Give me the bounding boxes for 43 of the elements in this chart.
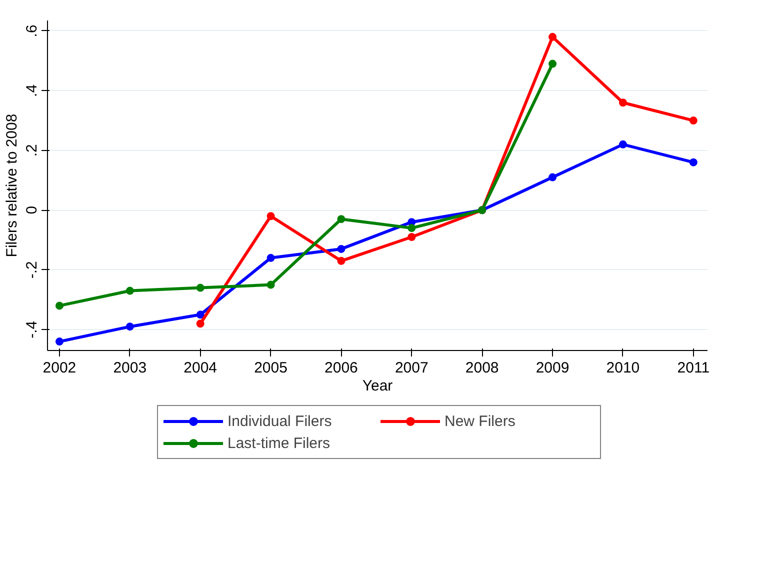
x-tick-label: 2005	[254, 360, 288, 376]
point	[55, 302, 64, 310]
legend-label: New Filers	[444, 412, 516, 430]
point	[548, 173, 557, 182]
x-tick-label: 2011	[677, 360, 710, 376]
x-tick-label: 2007	[394, 360, 428, 376]
point	[266, 280, 275, 289]
x-tick-label: 2010	[606, 360, 640, 376]
y-tick-label: .4	[24, 84, 40, 97]
point	[126, 322, 134, 331]
point	[266, 212, 275, 220]
x-tick-label: 2006	[324, 360, 358, 376]
legend-label: Individual Filers	[228, 412, 333, 430]
point	[55, 338, 64, 346]
point	[196, 284, 204, 292]
y-tick-label: 0	[24, 206, 40, 214]
y-tick-label: .2	[24, 144, 40, 157]
x-tick-label: 2008	[465, 360, 499, 376]
point	[689, 158, 698, 166]
point	[408, 233, 416, 242]
y-tick-label: -.2	[24, 261, 40, 279]
x-tick-label: 2003	[113, 360, 147, 376]
point	[337, 244, 346, 253]
point	[126, 286, 134, 295]
y-tick-label: -.4	[24, 320, 40, 338]
x-tick-label: 2009	[536, 360, 570, 376]
point	[196, 310, 204, 319]
point	[408, 224, 416, 232]
point	[618, 140, 627, 148]
point	[548, 32, 557, 41]
x-tick-label: 2002	[42, 360, 76, 376]
point	[196, 320, 204, 328]
x-axis-title: Year	[362, 378, 393, 394]
x-tick-label: 2004	[184, 360, 218, 376]
point	[689, 116, 698, 125]
point	[266, 254, 275, 262]
point	[337, 215, 346, 224]
y-axis-title: Filers relative to 2008	[4, 114, 20, 258]
point	[618, 98, 627, 107]
y-tick-label: .6	[24, 24, 40, 38]
point	[337, 256, 346, 265]
point	[548, 60, 557, 68]
legend-label: Last-time Filers	[228, 434, 332, 452]
